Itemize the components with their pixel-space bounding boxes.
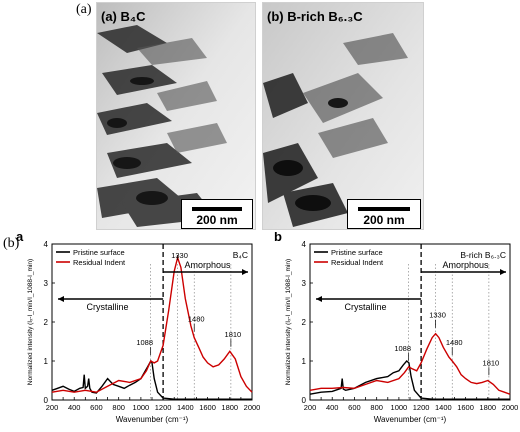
x-tick-label: 800: [112, 403, 125, 412]
peak-label: 1330: [171, 251, 188, 260]
x-tick-label: 1800: [479, 403, 496, 412]
series-line-residual: [51, 255, 253, 393]
material-annotation: B-rich B₆.₃C: [460, 250, 506, 260]
y-tick-label: 1: [44, 357, 49, 366]
tem-micrograph-b4c: [97, 3, 255, 229]
y-axis-label: Normalized intensity (Iₓ-I_min/I_1088-I_…: [285, 259, 292, 385]
x-tick-label: 200: [304, 403, 317, 412]
scale-bar: 200 nm: [347, 199, 421, 229]
crystalline-label: Crystalline: [345, 302, 387, 312]
panel-letter: b: [274, 232, 282, 244]
crystalline-arrowhead: [316, 296, 322, 302]
y-tick-label: 4: [302, 240, 307, 249]
crystalline-arrowhead: [58, 296, 64, 302]
y-tick-label: 3: [44, 279, 49, 288]
series-line-pristine: [309, 360, 510, 400]
x-tick-label: 600: [90, 403, 103, 412]
x-tick-label: 1200: [413, 403, 430, 412]
amorphous-label: Amorphous: [185, 260, 232, 270]
raman-chart-a: a 200 400 600 800 1000 1200 1400 1600 1800 2000 0 1 2…: [16, 232, 261, 424]
tem-micrograph-b63c: [263, 3, 423, 229]
legend-label: Residual Indent: [331, 258, 384, 267]
x-axis-label: Wavenumber (cm⁻¹): [116, 415, 189, 424]
peak-label: 1810: [483, 358, 500, 367]
y-tick-label: 3: [302, 279, 307, 288]
x-tick-label: 2000: [502, 403, 519, 412]
x-tick-label: 800: [370, 403, 383, 412]
peak-label: 1088: [136, 338, 153, 347]
peak-label: 1480: [188, 315, 205, 324]
crystalline-label: Crystalline: [87, 302, 129, 312]
x-tick-label: 1400: [435, 403, 452, 412]
scale-bar: 200 nm: [181, 199, 253, 229]
x-tick-label: 200: [46, 403, 59, 412]
x-tick-label: 2000: [244, 403, 261, 412]
x-tick-label: 1800: [221, 403, 238, 412]
x-tick-label: 1000: [391, 403, 408, 412]
x-tick-label: 600: [348, 403, 361, 412]
amorphous-arrowhead: [242, 269, 248, 275]
x-tick-label: 1000: [133, 403, 150, 412]
raman-chart-b: b 200 400 600 800 1000 1200 1400 1600 1800 2000 0 1 2…: [274, 232, 519, 424]
legend-label: Residual Indent: [73, 258, 126, 267]
x-tick-label: 1200: [155, 403, 172, 412]
legend-label: Pristine surface: [73, 248, 125, 257]
amorphous-arrowhead: [500, 269, 506, 275]
x-tick-label: 1600: [199, 403, 216, 412]
y-tick-label: 0: [44, 396, 49, 405]
x-axis-label: Wavenumber (cm⁻¹): [374, 415, 447, 424]
tem-image-b4c: (a) B₄C 200 nm: [96, 2, 256, 230]
y-axis-label: Normalized intensity (Iₓ-I_min/I_1088-I_…: [27, 259, 34, 385]
x-tick-label: 1600: [457, 403, 474, 412]
y-tick-label: 1: [302, 357, 307, 366]
x-tick-label: 400: [68, 403, 81, 412]
tem-image-b63c: (b) B-rich B₆.₃C 200 nm: [262, 2, 424, 230]
peak-label: 1480: [446, 338, 463, 347]
y-tick-label: 2: [44, 318, 49, 327]
scale-bar-label: 200 nm: [363, 213, 405, 227]
y-tick-label: 2: [302, 318, 307, 327]
x-tick-label: 400: [326, 403, 339, 412]
y-tick-label: 0: [302, 396, 307, 405]
amorphous-label: Amorphous: [443, 260, 490, 270]
x-tick-label: 1400: [177, 403, 194, 412]
figure-label-a: (a): [76, 2, 92, 17]
series-line-residual: [309, 332, 511, 395]
panel-letter: a: [16, 232, 24, 244]
scale-bar-label: 200 nm: [196, 213, 238, 227]
tem-label-b63c: (b) B-rich B₆.₃C: [267, 9, 363, 24]
peak-label: 1330: [429, 311, 446, 320]
material-annotation: B₄C: [233, 250, 248, 260]
y-tick-label: 4: [44, 240, 49, 249]
series-line-pristine: [51, 359, 252, 400]
tem-label-b4c: (a) B₄C: [101, 9, 146, 24]
peak-label: 1810: [225, 330, 242, 339]
peak-label: 1088: [394, 344, 411, 353]
legend-label: Pristine surface: [331, 248, 383, 257]
figure-label-b: (b): [3, 236, 20, 251]
